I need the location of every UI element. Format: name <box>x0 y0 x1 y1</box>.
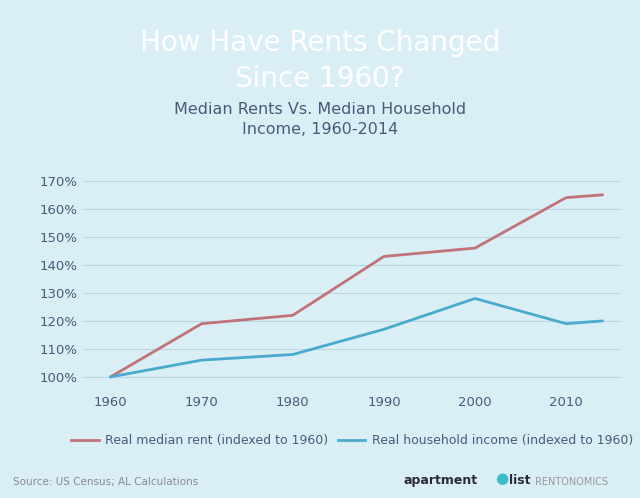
Text: list: list <box>509 474 531 487</box>
Text: apartment: apartment <box>403 474 477 487</box>
Text: Source: US Census; AL Calculations: Source: US Census; AL Calculations <box>13 477 198 487</box>
Text: RENTONOMICS: RENTONOMICS <box>535 477 608 487</box>
Text: Median Rents Vs. Median Household
Income, 1960-2014: Median Rents Vs. Median Household Income… <box>174 102 466 137</box>
Legend: Real median rent (indexed to 1960), Real household income (indexed to 1960): Real median rent (indexed to 1960), Real… <box>66 429 638 452</box>
Text: How Have Rents Changed
Since 1960?: How Have Rents Changed Since 1960? <box>140 29 500 93</box>
Text: ●: ● <box>495 471 509 486</box>
